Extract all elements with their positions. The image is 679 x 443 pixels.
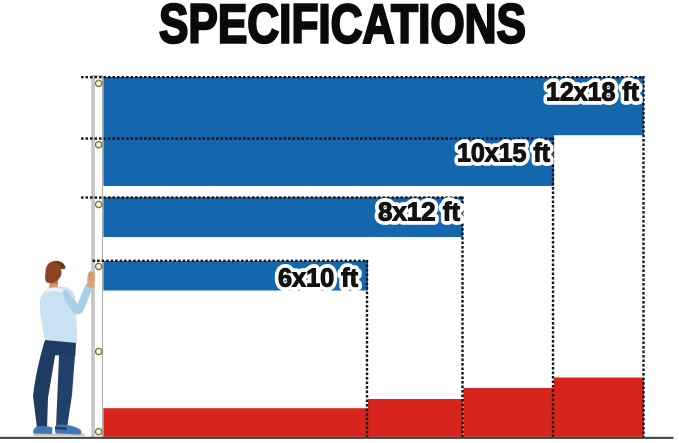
svg-text:8x12 ft: 8x12 ft: [378, 199, 461, 227]
svg-text:10x15 ft: 10x15 ft: [457, 140, 550, 168]
svg-text:12x18 ft: 12x18 ft: [546, 79, 639, 107]
svg-text:12x18 ft: 12x18 ft: [546, 79, 639, 107]
svg-text:6x10 ft: 6x10 ft: [278, 265, 359, 293]
svg-text:10x15 ft: 10x15 ft: [457, 140, 550, 168]
svg-text:SPECIFICATIONS: SPECIFICATIONS: [159, 0, 526, 55]
svg-text:6x10 ft: 6x10 ft: [278, 265, 359, 293]
svg-text:8x12 ft: 8x12 ft: [378, 199, 461, 227]
